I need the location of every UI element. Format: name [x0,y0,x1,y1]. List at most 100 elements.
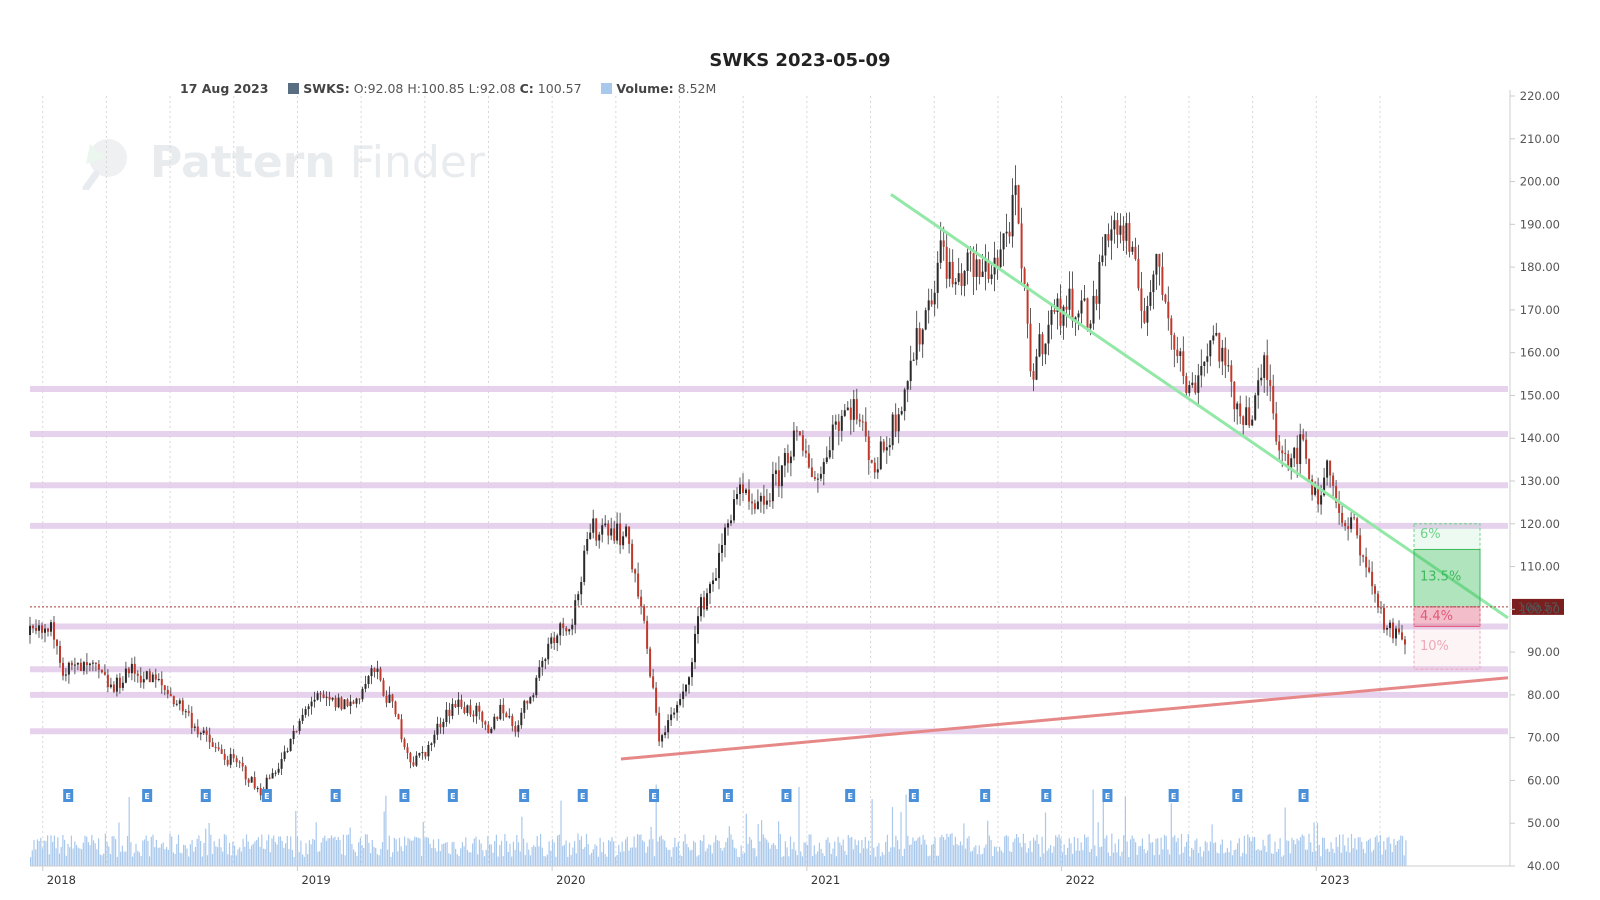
volume-bar [652,839,654,866]
candle-down [220,749,223,754]
candle-down [127,668,130,674]
volume-bar [1223,853,1225,866]
volume-bar [1063,844,1065,866]
volume-bar [582,849,584,866]
candle-up [966,252,969,271]
candle-up [948,261,951,279]
candle-down [777,470,780,487]
volume-bar [273,835,275,866]
volume-bar [927,856,929,866]
volume-bar [922,834,924,866]
candle-up [361,688,364,700]
candle-up [1206,356,1209,362]
candle-up [1149,292,1152,306]
volume-bar [1242,852,1244,866]
y-tick-label: 190.00 [1520,217,1560,231]
volume-bar [30,857,32,866]
volume-bar [1318,844,1320,866]
candle-up [1047,324,1050,344]
volume-bar [337,836,339,866]
candle-up [376,668,379,672]
candle-down [631,543,634,570]
candle-up [706,593,708,610]
volume-bar [1184,846,1186,866]
volume-bar [1271,853,1273,866]
volume-bar [516,835,518,866]
candle-down [798,431,801,436]
volume-bar [370,853,372,866]
candle-down [1353,517,1356,519]
volume-bar [1322,837,1324,866]
volume-bar [380,849,382,866]
volume-bar [31,850,33,866]
candle-down [295,731,298,732]
volume-bar [1255,850,1257,866]
candle-up [124,668,127,683]
candle-up [1209,340,1212,357]
candle-down [241,762,244,767]
volume-bar [70,835,72,866]
volume-bar [801,856,803,866]
candle-down [1143,310,1146,323]
chart-title: SWKS 2023-05-09 [709,50,891,71]
volume-bar [434,848,436,866]
candle-up [271,773,274,779]
earnings-marker [200,789,211,802]
volume-bar [388,835,390,866]
candle-down [1296,447,1299,464]
volume-bar [64,839,66,866]
volume-bar [336,839,338,866]
volume-bar [772,843,775,866]
volume-bar [1138,846,1140,866]
candle-down [56,639,58,646]
volume-bar [1036,834,1038,866]
volume-bar [1211,824,1213,866]
volume-bar [1405,840,1407,866]
candle-up [1350,517,1353,529]
volume-bar [912,837,914,866]
volume-bar [67,843,69,866]
candle-up [1203,361,1206,366]
symbol-label: SWKS: [303,81,350,96]
candle-down [658,712,661,742]
volume-bar [1245,853,1247,866]
candle-up [574,600,577,625]
volume-bar [303,856,305,866]
volume-bar [489,844,491,866]
candle-up [1314,486,1317,495]
volume-bar [1133,838,1135,866]
candle-up [1080,300,1083,314]
volume-bar [706,848,708,866]
volume-bar [432,839,435,866]
candle-up [520,712,523,726]
candle-up [298,720,301,731]
earnings-marker-label: E [264,792,269,801]
volume-bar [638,835,640,866]
candle-up [91,662,94,664]
volume-bar [523,838,525,866]
volume-bar [1390,843,1392,866]
ohlc-info-row: 17 Aug 2023 SWKS: O:92.08 H:100.85 L:92.… [180,81,716,96]
candle-up [900,411,903,415]
volume-bar [1226,847,1228,866]
volume-bar [609,841,611,866]
candle-down [472,714,475,717]
earnings-marker [142,789,153,802]
volume-bar [342,834,344,866]
volume-bar [1400,835,1402,866]
candle-up [592,518,595,533]
candle-up [370,668,373,677]
candle-up [664,732,667,736]
volume-bar [53,835,55,866]
volume-bar [1022,833,1024,866]
candle-up [1389,622,1391,628]
candle-up [792,430,795,457]
volume-bar [392,852,394,866]
volume-bar [353,849,355,866]
earnings-marker [63,789,74,802]
volume-bar [422,821,424,866]
volume-bar [747,843,749,866]
volume-bar [322,837,324,866]
volume-bar [689,850,691,866]
